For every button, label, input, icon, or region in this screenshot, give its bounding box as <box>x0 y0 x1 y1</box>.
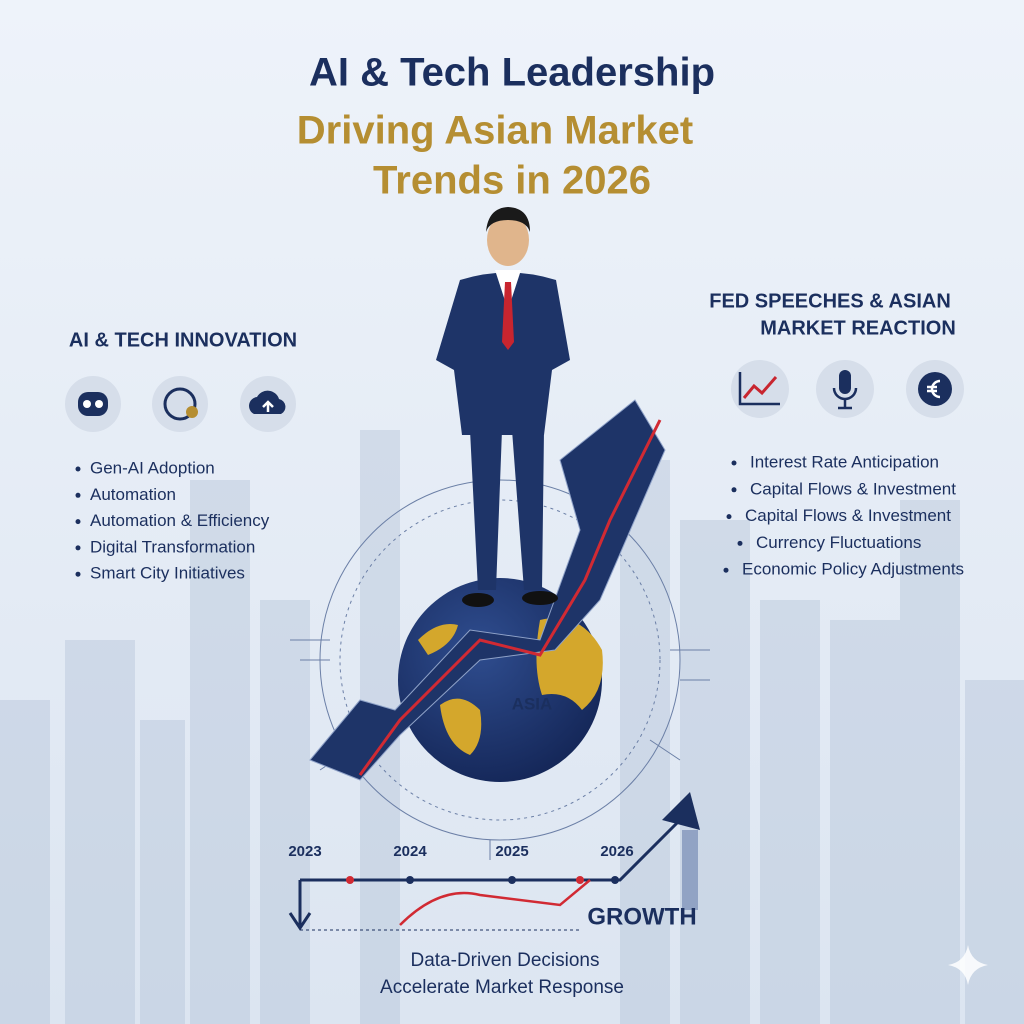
building <box>620 460 670 1024</box>
left-item: Gen-AI Adoption <box>90 458 215 477</box>
left-item: Digital Transformation <box>90 537 255 556</box>
bullet <box>75 466 81 472</box>
right-item: Currency Fluctuations <box>756 533 921 552</box>
bullet <box>726 514 732 520</box>
left-icons <box>65 376 296 432</box>
timeline <box>288 792 700 931</box>
right-item: Capital Flows & Investment <box>750 479 956 498</box>
building <box>680 520 750 1024</box>
skyline <box>0 430 1024 1024</box>
year-label: 2026 <box>600 843 633 860</box>
footer-line: Data-Driven Decisions <box>410 950 599 971</box>
building <box>0 700 50 1024</box>
bullet <box>75 571 81 577</box>
bullet <box>75 492 81 498</box>
right-item: Interest Rate Anticipation <box>750 452 939 471</box>
left-item: Automation & Efficiency <box>90 511 270 530</box>
building <box>65 640 135 1024</box>
bullet <box>75 545 81 551</box>
bullet <box>737 540 743 546</box>
sparkle <box>948 945 988 985</box>
building <box>140 720 185 1024</box>
right-heading: MARKET REACTION <box>760 317 956 339</box>
right-heading: FED SPEECHES & ASIAN <box>709 290 951 312</box>
title-line: AI & Tech Leadership <box>309 51 715 95</box>
year-label: 2023 <box>288 843 321 860</box>
building <box>900 500 960 1024</box>
bullet <box>75 519 81 525</box>
building <box>830 620 900 1024</box>
right-item: Capital Flows & Investment <box>745 506 951 525</box>
footer-line: Accelerate Market Response <box>380 977 624 998</box>
title-line: Trends in 2026 <box>373 159 651 203</box>
bullet <box>731 487 737 493</box>
building <box>965 680 1024 1024</box>
building <box>260 600 310 1024</box>
left-item: Automation <box>90 485 176 504</box>
building <box>190 480 250 1024</box>
left-item: Smart City Initiatives <box>90 564 245 583</box>
building <box>760 600 820 1024</box>
right-icons <box>731 360 964 418</box>
year-label: 2024 <box>393 843 427 860</box>
growth-label: GROWTH <box>587 903 696 930</box>
left-heading: AI & TECH INNOVATION <box>69 329 297 351</box>
growth-arrow <box>309 399 666 781</box>
bullet <box>723 567 729 573</box>
year-label: 2025 <box>495 843 528 860</box>
person <box>436 207 570 607</box>
globe-label: ASIA <box>512 694 553 713</box>
right-item: Economic Policy Adjustments <box>742 560 964 579</box>
bullet <box>731 460 737 466</box>
title-line: Driving Asian Market <box>297 109 693 153</box>
